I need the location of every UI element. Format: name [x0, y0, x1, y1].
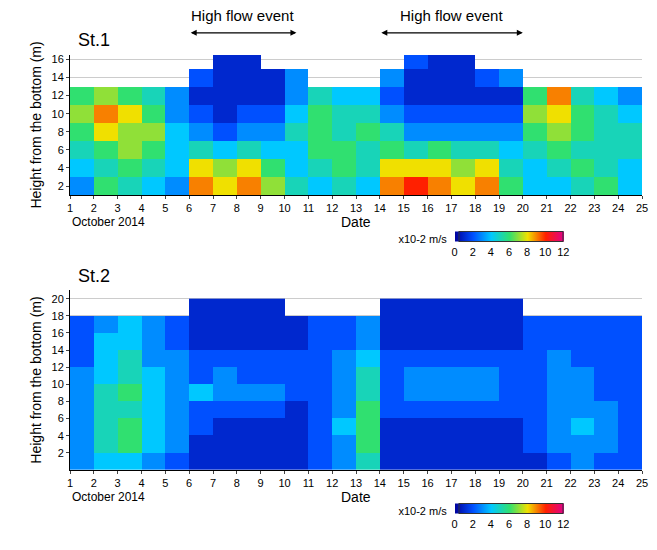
svg-text:12: 12 — [557, 246, 569, 258]
svg-text:18: 18 — [469, 477, 481, 489]
svg-text:18: 18 — [469, 202, 481, 214]
svg-text:10: 10 — [539, 518, 551, 530]
svg-text:8: 8 — [58, 126, 64, 138]
svg-text:6: 6 — [506, 518, 512, 530]
svg-text:12: 12 — [326, 477, 338, 489]
svg-text:18: 18 — [52, 310, 64, 322]
svg-text:10: 10 — [278, 202, 290, 214]
svg-text:3: 3 — [115, 477, 121, 489]
svg-text:October 2014: October 2014 — [72, 215, 145, 229]
svg-text:15: 15 — [398, 477, 410, 489]
svg-text:20: 20 — [517, 477, 529, 489]
svg-text:High flow event: High flow event — [400, 7, 503, 24]
svg-text:23: 23 — [588, 202, 600, 214]
svg-text:Height from the bottom (m): Height from the bottom (m) — [28, 41, 44, 208]
svg-text:14: 14 — [52, 71, 64, 83]
svg-text:16: 16 — [52, 53, 64, 65]
svg-text:0: 0 — [452, 518, 458, 530]
svg-text:20: 20 — [52, 293, 64, 305]
svg-text:8: 8 — [234, 477, 240, 489]
svg-text:10: 10 — [52, 378, 64, 390]
svg-text:14: 14 — [52, 344, 64, 356]
svg-text:2: 2 — [470, 518, 476, 530]
svg-text:9: 9 — [258, 477, 264, 489]
svg-text:x10-2 m/s: x10-2 m/s — [398, 505, 447, 517]
svg-text:2: 2 — [91, 202, 97, 214]
svg-text:6: 6 — [186, 477, 192, 489]
svg-text:5: 5 — [162, 477, 168, 489]
svg-text:Height from the bottom (m): Height from the bottom (m) — [28, 296, 44, 463]
svg-text:12: 12 — [52, 361, 64, 373]
svg-text:10: 10 — [539, 246, 551, 258]
svg-text:9: 9 — [258, 202, 264, 214]
svg-text:23: 23 — [588, 477, 600, 489]
svg-text:4: 4 — [138, 202, 144, 214]
svg-text:6: 6 — [186, 202, 192, 214]
svg-text:20: 20 — [517, 202, 529, 214]
svg-text:8: 8 — [524, 518, 530, 530]
svg-text:16: 16 — [421, 477, 433, 489]
svg-text:16: 16 — [421, 202, 433, 214]
svg-text:10: 10 — [52, 108, 64, 120]
svg-text:Date: Date — [341, 214, 371, 230]
svg-text:1: 1 — [67, 477, 73, 489]
svg-text:8: 8 — [58, 395, 64, 407]
svg-text:2: 2 — [470, 246, 476, 258]
svg-text:7: 7 — [210, 202, 216, 214]
svg-text:17: 17 — [445, 202, 457, 214]
svg-text:0: 0 — [452, 246, 458, 258]
svg-text:x10-2 m/s: x10-2 m/s — [398, 233, 447, 245]
svg-text:October 2014: October 2014 — [72, 490, 145, 504]
svg-text:21: 21 — [541, 477, 553, 489]
svg-text:3: 3 — [115, 202, 121, 214]
svg-text:2: 2 — [91, 477, 97, 489]
svg-text:8: 8 — [234, 202, 240, 214]
svg-text:16: 16 — [52, 327, 64, 339]
svg-text:2: 2 — [58, 447, 64, 459]
svg-text:12: 12 — [557, 518, 569, 530]
svg-text:4: 4 — [488, 246, 494, 258]
svg-text:6: 6 — [58, 412, 64, 424]
svg-text:St.1: St.1 — [78, 30, 110, 50]
svg-text:24: 24 — [612, 202, 624, 214]
svg-text:7: 7 — [210, 477, 216, 489]
svg-text:1: 1 — [67, 202, 73, 214]
svg-text:11: 11 — [303, 202, 314, 214]
svg-text:17: 17 — [445, 477, 457, 489]
svg-text:19: 19 — [493, 477, 505, 489]
svg-text:13: 13 — [350, 477, 362, 489]
svg-text:8: 8 — [524, 246, 530, 258]
svg-text:5: 5 — [162, 202, 168, 214]
svg-text:11: 11 — [303, 477, 314, 489]
svg-text:4: 4 — [138, 477, 144, 489]
svg-text:22: 22 — [564, 477, 576, 489]
svg-text:24: 24 — [612, 477, 624, 489]
svg-text:Date: Date — [341, 489, 371, 505]
svg-text:25: 25 — [636, 202, 648, 214]
svg-text:12: 12 — [52, 89, 64, 101]
svg-text:High flow event: High flow event — [191, 7, 294, 24]
svg-text:6: 6 — [506, 246, 512, 258]
svg-text:6: 6 — [58, 144, 64, 156]
svg-text:22: 22 — [564, 202, 576, 214]
svg-text:12: 12 — [326, 202, 338, 214]
svg-text:19: 19 — [493, 202, 505, 214]
svg-text:15: 15 — [398, 202, 410, 214]
svg-text:21: 21 — [541, 202, 553, 214]
svg-text:2: 2 — [58, 180, 64, 192]
svg-text:10: 10 — [278, 477, 290, 489]
svg-text:4: 4 — [488, 518, 494, 530]
svg-text:St.2: St.2 — [78, 266, 110, 286]
svg-text:25: 25 — [636, 477, 648, 489]
svg-text:14: 14 — [374, 202, 386, 214]
svg-text:4: 4 — [58, 430, 64, 442]
svg-text:13: 13 — [350, 202, 362, 214]
svg-text:4: 4 — [58, 162, 64, 174]
svg-text:14: 14 — [374, 477, 386, 489]
